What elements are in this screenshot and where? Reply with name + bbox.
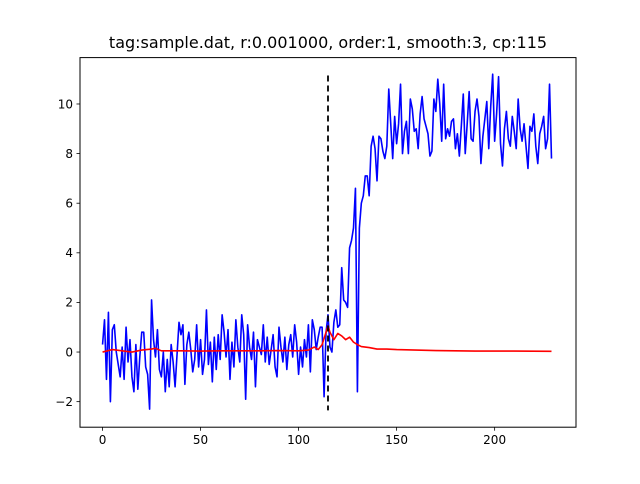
y-tick-label: −2 (55, 395, 73, 409)
series-line-2 (102, 325, 552, 353)
series-line-1 (101, 73, 553, 410)
series-group (101, 73, 553, 410)
y-tick-label: 4 (65, 246, 73, 260)
x-tick-label: 150 (385, 433, 408, 447)
x-tick-label: 50 (193, 433, 208, 447)
x-tick-label: 0 (99, 433, 107, 447)
chart-title: tag:sample.dat, r:0.001000, order:1, smo… (108, 33, 548, 52)
x-tick-label: 200 (483, 433, 506, 447)
y-axis: −2 0 2 4 6 8 10 (55, 97, 80, 409)
y-tick-label: 6 (65, 197, 73, 211)
y-tick-label: 10 (58, 97, 73, 111)
y-tick-label: 8 (65, 147, 73, 161)
axes-frame (79, 57, 577, 428)
y-tick-label: 0 (65, 345, 73, 359)
x-axis: 0 50 100 150 200 (99, 427, 506, 447)
x-tick-label: 100 (287, 433, 310, 447)
y-tick-label: 2 (65, 296, 73, 310)
